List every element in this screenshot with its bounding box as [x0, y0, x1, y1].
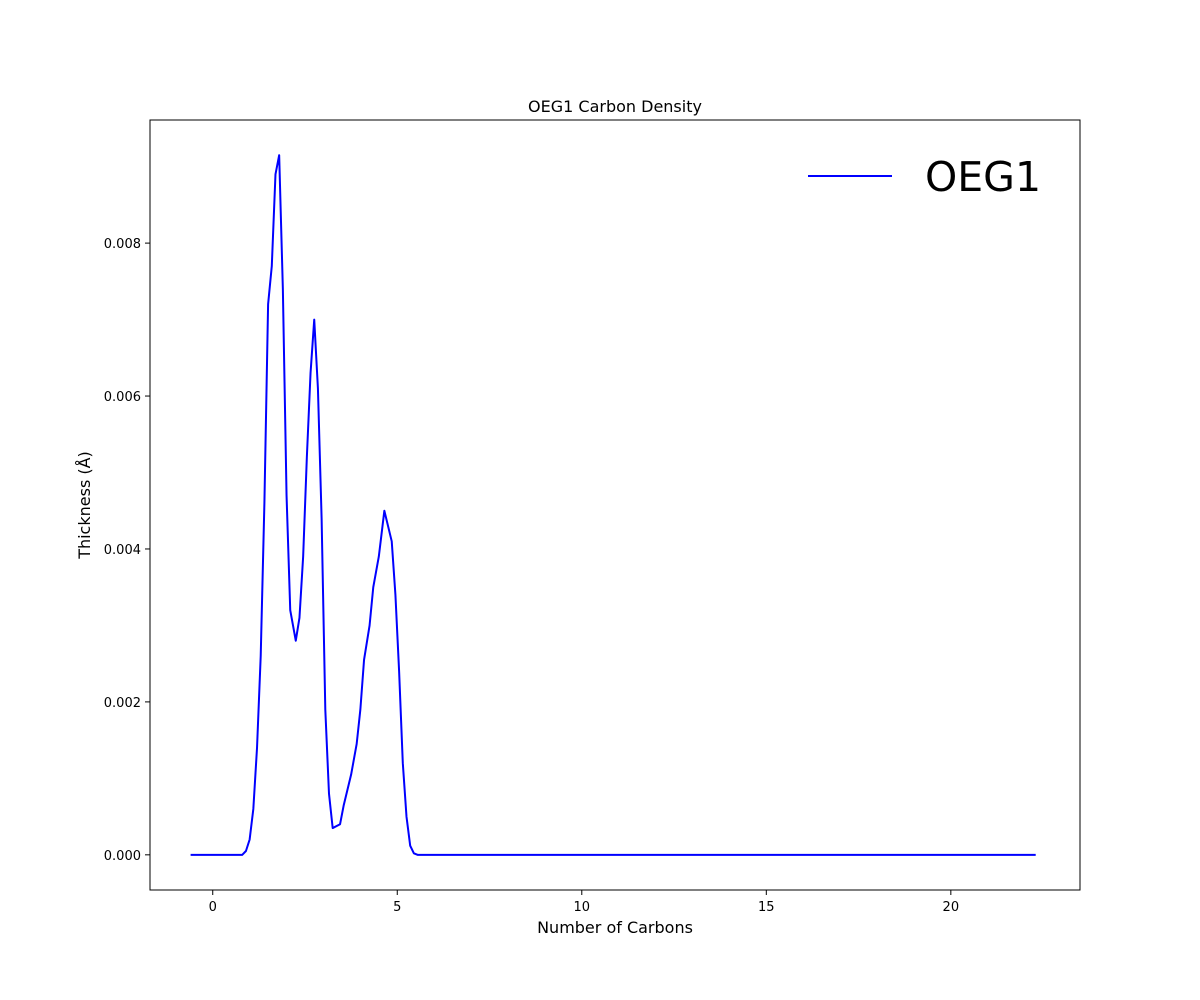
- y-tick-label: 0.000: [104, 849, 141, 864]
- y-tick-label: 0.006: [104, 390, 141, 405]
- y-tick-label: 0.002: [104, 696, 141, 711]
- y-axis-label: Thickness (Å): [75, 451, 94, 560]
- y-tick-label: 0.004: [104, 543, 141, 558]
- y-tick-label: 0.008: [104, 237, 141, 252]
- x-tick-label: 0: [209, 900, 217, 915]
- x-tick-label: 10: [574, 900, 591, 915]
- series-line-oeg1: [190, 154, 1036, 856]
- legend-label: OEG1: [925, 153, 1041, 201]
- x-tick-label: 5: [393, 900, 401, 915]
- chart-title: OEG1 Carbon Density: [528, 97, 702, 116]
- legend: OEG1: [808, 153, 1041, 201]
- x-tick-label: 20: [943, 900, 960, 915]
- series-layer: [190, 154, 1036, 856]
- y-axis-ticks: 0.000 0.002 0.004 0.006 0.008: [104, 237, 150, 864]
- x-axis-ticks: 0 5 10 15 20: [209, 890, 960, 915]
- plot-area-frame: [149, 119, 1081, 891]
- x-axis-label: Number of Carbons: [537, 918, 693, 937]
- x-tick-label: 15: [758, 900, 775, 915]
